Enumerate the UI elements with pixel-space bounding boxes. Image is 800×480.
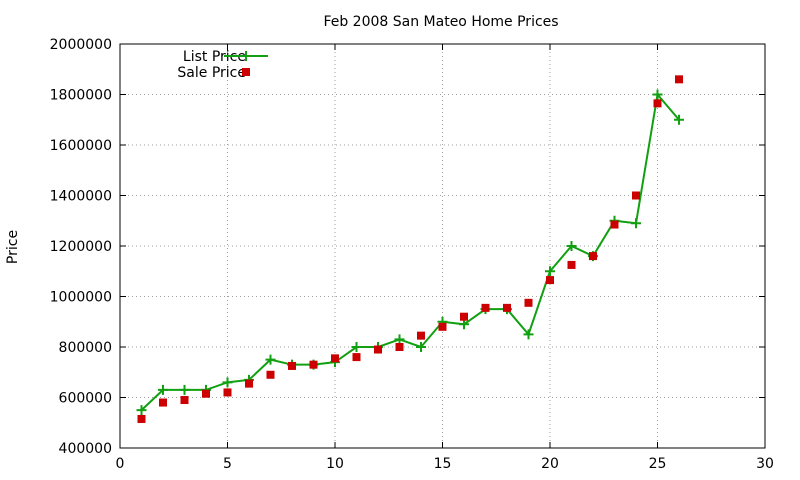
x-tick-label: 10 (326, 456, 344, 472)
data-point-sale-price (567, 260, 576, 269)
data-point-list-price (179, 384, 190, 395)
data-point-list-price (136, 405, 147, 416)
series-list-price (136, 89, 684, 416)
data-point-sale-price (137, 414, 146, 423)
data-point-list-price (566, 241, 577, 251)
data-point-sale-price (352, 353, 361, 362)
x-tick-label: 5 (223, 456, 232, 472)
data-point-list-price (416, 342, 426, 352)
legend-marker-sale-price (242, 68, 250, 76)
data-point-list-price (631, 218, 641, 229)
y-axis-label: Price (5, 230, 21, 264)
data-point-sale-price (632, 191, 640, 200)
data-point-list-price (351, 342, 362, 352)
legend-label-list-price: List Price (183, 49, 246, 65)
series (136, 75, 684, 423)
data-point-sale-price (524, 298, 533, 307)
y-tick-label: 600000 (59, 391, 112, 407)
data-point-sale-price (438, 322, 447, 331)
data-point-sale-price (395, 343, 404, 351)
data-point-sale-price (417, 331, 425, 340)
data-point-sale-price (180, 396, 189, 405)
data-point-list-price (523, 329, 534, 340)
data-point-sale-price (460, 312, 468, 321)
legend: List Price Sale Price (177, 49, 268, 81)
data-point-sale-price (159, 398, 167, 407)
data-point-list-price (158, 384, 168, 395)
legend-label-sale-price: Sale Price (177, 65, 246, 81)
legend-marker-list-price (241, 51, 251, 61)
x-tick-label: 20 (541, 456, 559, 472)
data-point-sale-price (589, 252, 597, 261)
series-line-list-price (140, 92, 680, 411)
data-point-sale-price (481, 303, 490, 312)
data-point-sale-price (546, 276, 554, 285)
y-tick-label: 1400000 (50, 189, 112, 205)
data-point-sale-price (245, 379, 253, 388)
data-point-list-price (265, 354, 276, 365)
data-point-list-price (652, 89, 663, 100)
data-point-sale-price (374, 345, 382, 354)
y-tick-label: 800000 (59, 340, 112, 356)
x-tick-label: 0 (116, 456, 125, 472)
data-point-list-price (545, 266, 555, 277)
data-point-sale-price (309, 360, 318, 369)
x-tick-label: 15 (434, 456, 452, 472)
y-tick-label: 1800000 (50, 88, 112, 104)
chart-title: Feb 2008 San Mateo Home Prices (323, 14, 558, 30)
series-sale-price (137, 75, 683, 423)
data-point-sale-price (288, 361, 296, 370)
data-point-list-price (222, 377, 233, 388)
data-point-sale-price (503, 303, 511, 312)
data-point-sale-price (223, 388, 232, 397)
data-point-list-price (459, 319, 469, 330)
axes: 0 5 10 15 20 25 30 400000 600000 800000 1000000 120… (50, 37, 774, 472)
y-tick-label: 400000 (59, 441, 112, 457)
y-tick-label: 1200000 (50, 239, 112, 255)
data-point-sale-price (653, 99, 662, 108)
data-point-sale-price (331, 354, 339, 363)
x-tick-label: 25 (649, 456, 667, 472)
data-point-list-price (674, 114, 684, 125)
data-point-sale-price (610, 220, 619, 229)
data-point-sale-price (202, 389, 210, 398)
grid (120, 44, 765, 448)
data-point-list-price (394, 334, 405, 345)
x-tick-label: 30 (756, 456, 774, 472)
y-tick-label: 1600000 (50, 138, 112, 154)
y-tick-label: 2000000 (50, 37, 112, 53)
y-tick-label: 1000000 (50, 290, 112, 306)
data-point-sale-price (675, 75, 683, 84)
data-point-sale-price (266, 370, 275, 379)
